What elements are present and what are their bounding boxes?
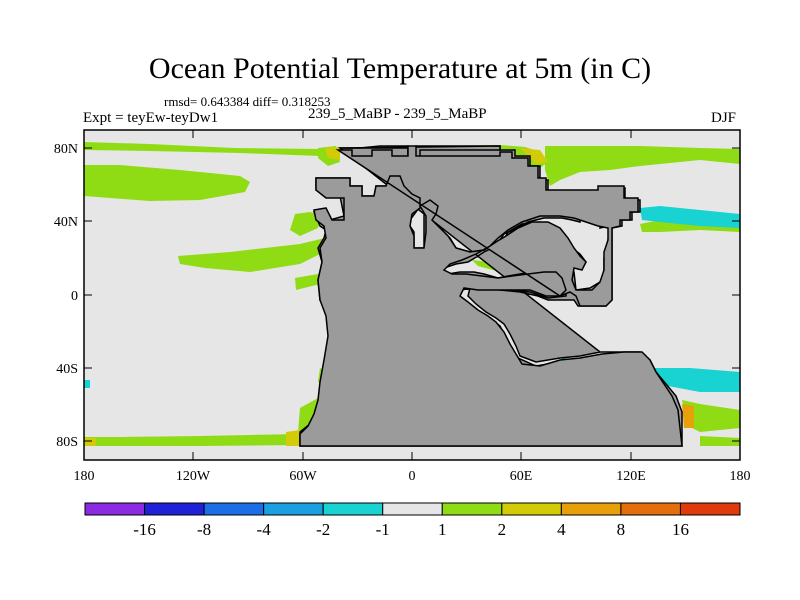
lon-label-120e: 120E [616,469,646,484]
colorbar-labels: -16 -8 -4 -2 -1 1 2 4 8 16 [133,520,689,539]
lon-label-120w: 120W [176,469,211,484]
colorbar-swatch [84,502,146,516]
colorbar-label: -16 [133,520,156,539]
colorbar-swatch [560,502,622,516]
lat-tick-labels: 80N 40N 0 40S 80S [54,142,78,450]
cool-anomaly-regions [84,206,740,392]
colorbar-label: -4 [257,520,272,539]
colorbar-label: -8 [197,520,211,539]
colorbar-label: 4 [557,520,566,539]
colorbar-swatch [263,502,324,516]
colorbar-swatch [382,502,443,516]
lat-label-40s: 40S [56,362,78,377]
plot-subtitle: 239_5_MaBP - 239_5_MaBP [308,106,487,122]
colorbar [84,502,741,516]
colorbar-swatch [501,502,562,516]
lat-tick-marks [84,147,740,442]
colorbar-swatch [322,502,384,516]
lon-label-0: 0 [409,469,416,484]
colorbar-label: 16 [672,520,689,539]
colorbar-label: -1 [376,520,390,539]
lat-label-0: 0 [71,289,78,304]
lon-label-60e: 60E [510,469,533,484]
lon-label-60w: 60W [289,469,317,484]
colorbar-label: 2 [498,520,507,539]
season-label: DJF [711,110,737,126]
plot-title: Ocean Potential Temperature at 5m (in C) [148,52,652,85]
continent-overlay [299,145,683,447]
colorbar-swatch [203,502,265,516]
colorbar-swatch [679,502,741,516]
colorbar-label: 8 [617,520,626,539]
lon-label-180e: 180 [730,469,751,484]
lon-label-180w: 180 [74,469,95,484]
lat-label-40n: 40N [54,215,78,230]
colorbar-label: 1 [438,520,447,539]
experiment-label: Expt = teyEw-teyDw1 [83,110,219,126]
lon-tick-labels: 180 120W 60W 0 60E 120E 180 [74,469,751,484]
lon-tick-marks [83,130,741,460]
colorbar-swatch [144,502,205,516]
rmsd-diff-stats: rmsd= 0.643384 diff= 0.318253 [164,94,331,109]
colorbar-swatch [620,502,681,516]
lat-label-80s: 80S [56,435,78,450]
colorbar-swatch [441,502,503,516]
lat-label-80n: 80N [54,142,78,157]
colorbar-label: -2 [316,520,330,539]
